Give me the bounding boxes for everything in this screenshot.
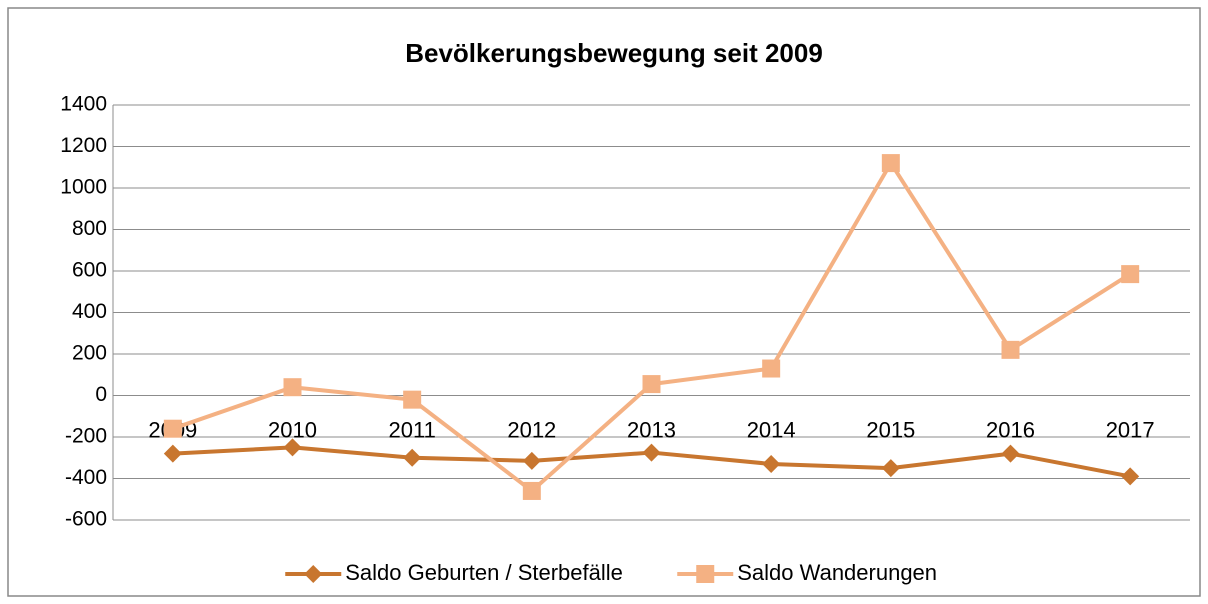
data-point — [642, 443, 661, 462]
x-tick-label: 2014 — [747, 417, 796, 442]
data-point — [283, 438, 302, 457]
data-point — [881, 154, 900, 173]
data-point — [1001, 340, 1020, 359]
data-point — [163, 444, 182, 463]
legend-label: Saldo Wanderungen — [737, 560, 937, 585]
y-tick-label: 200 — [72, 342, 107, 365]
data-point — [403, 448, 422, 467]
data-point — [1001, 444, 1020, 463]
legend-label: Saldo Geburten / Sterbefälle — [345, 560, 623, 585]
data-point — [522, 451, 541, 470]
data-point — [522, 481, 541, 500]
x-tick-label: 2010 — [268, 417, 317, 442]
y-tick-label: 400 — [72, 300, 107, 323]
data-point — [1121, 467, 1140, 486]
data-point — [762, 359, 781, 378]
data-point — [1121, 265, 1140, 284]
chart-border — [7, 7, 1201, 597]
y-tick-label: 1000 — [60, 176, 107, 199]
data-point — [163, 419, 182, 438]
data-point — [403, 390, 422, 409]
legend-marker — [304, 565, 323, 583]
x-tick-label: 2012 — [507, 417, 556, 442]
data-point — [881, 459, 900, 478]
x-tick-label: 2016 — [986, 417, 1035, 442]
y-tick-label: -400 — [65, 466, 107, 489]
y-tick-label: -200 — [65, 425, 107, 448]
x-tick-label: 2011 — [389, 417, 436, 442]
y-tick-label: 600 — [72, 259, 107, 282]
x-tick-label: 2013 — [627, 417, 676, 442]
x-tick-label: 2017 — [1106, 417, 1155, 442]
y-tick-label: 1400 — [60, 93, 107, 116]
y-tick-label: 800 — [72, 217, 107, 240]
chart-title: Bevölkerungsbewegung seit 2009 — [405, 38, 823, 68]
data-point — [642, 375, 661, 394]
data-point — [283, 378, 302, 397]
legend-marker — [696, 565, 715, 583]
x-tick-label: 2015 — [866, 417, 915, 442]
y-tick-label: 0 — [95, 383, 107, 406]
y-tick-label: -600 — [65, 508, 107, 531]
data-point — [762, 454, 781, 473]
y-tick-label: 1200 — [60, 134, 107, 157]
